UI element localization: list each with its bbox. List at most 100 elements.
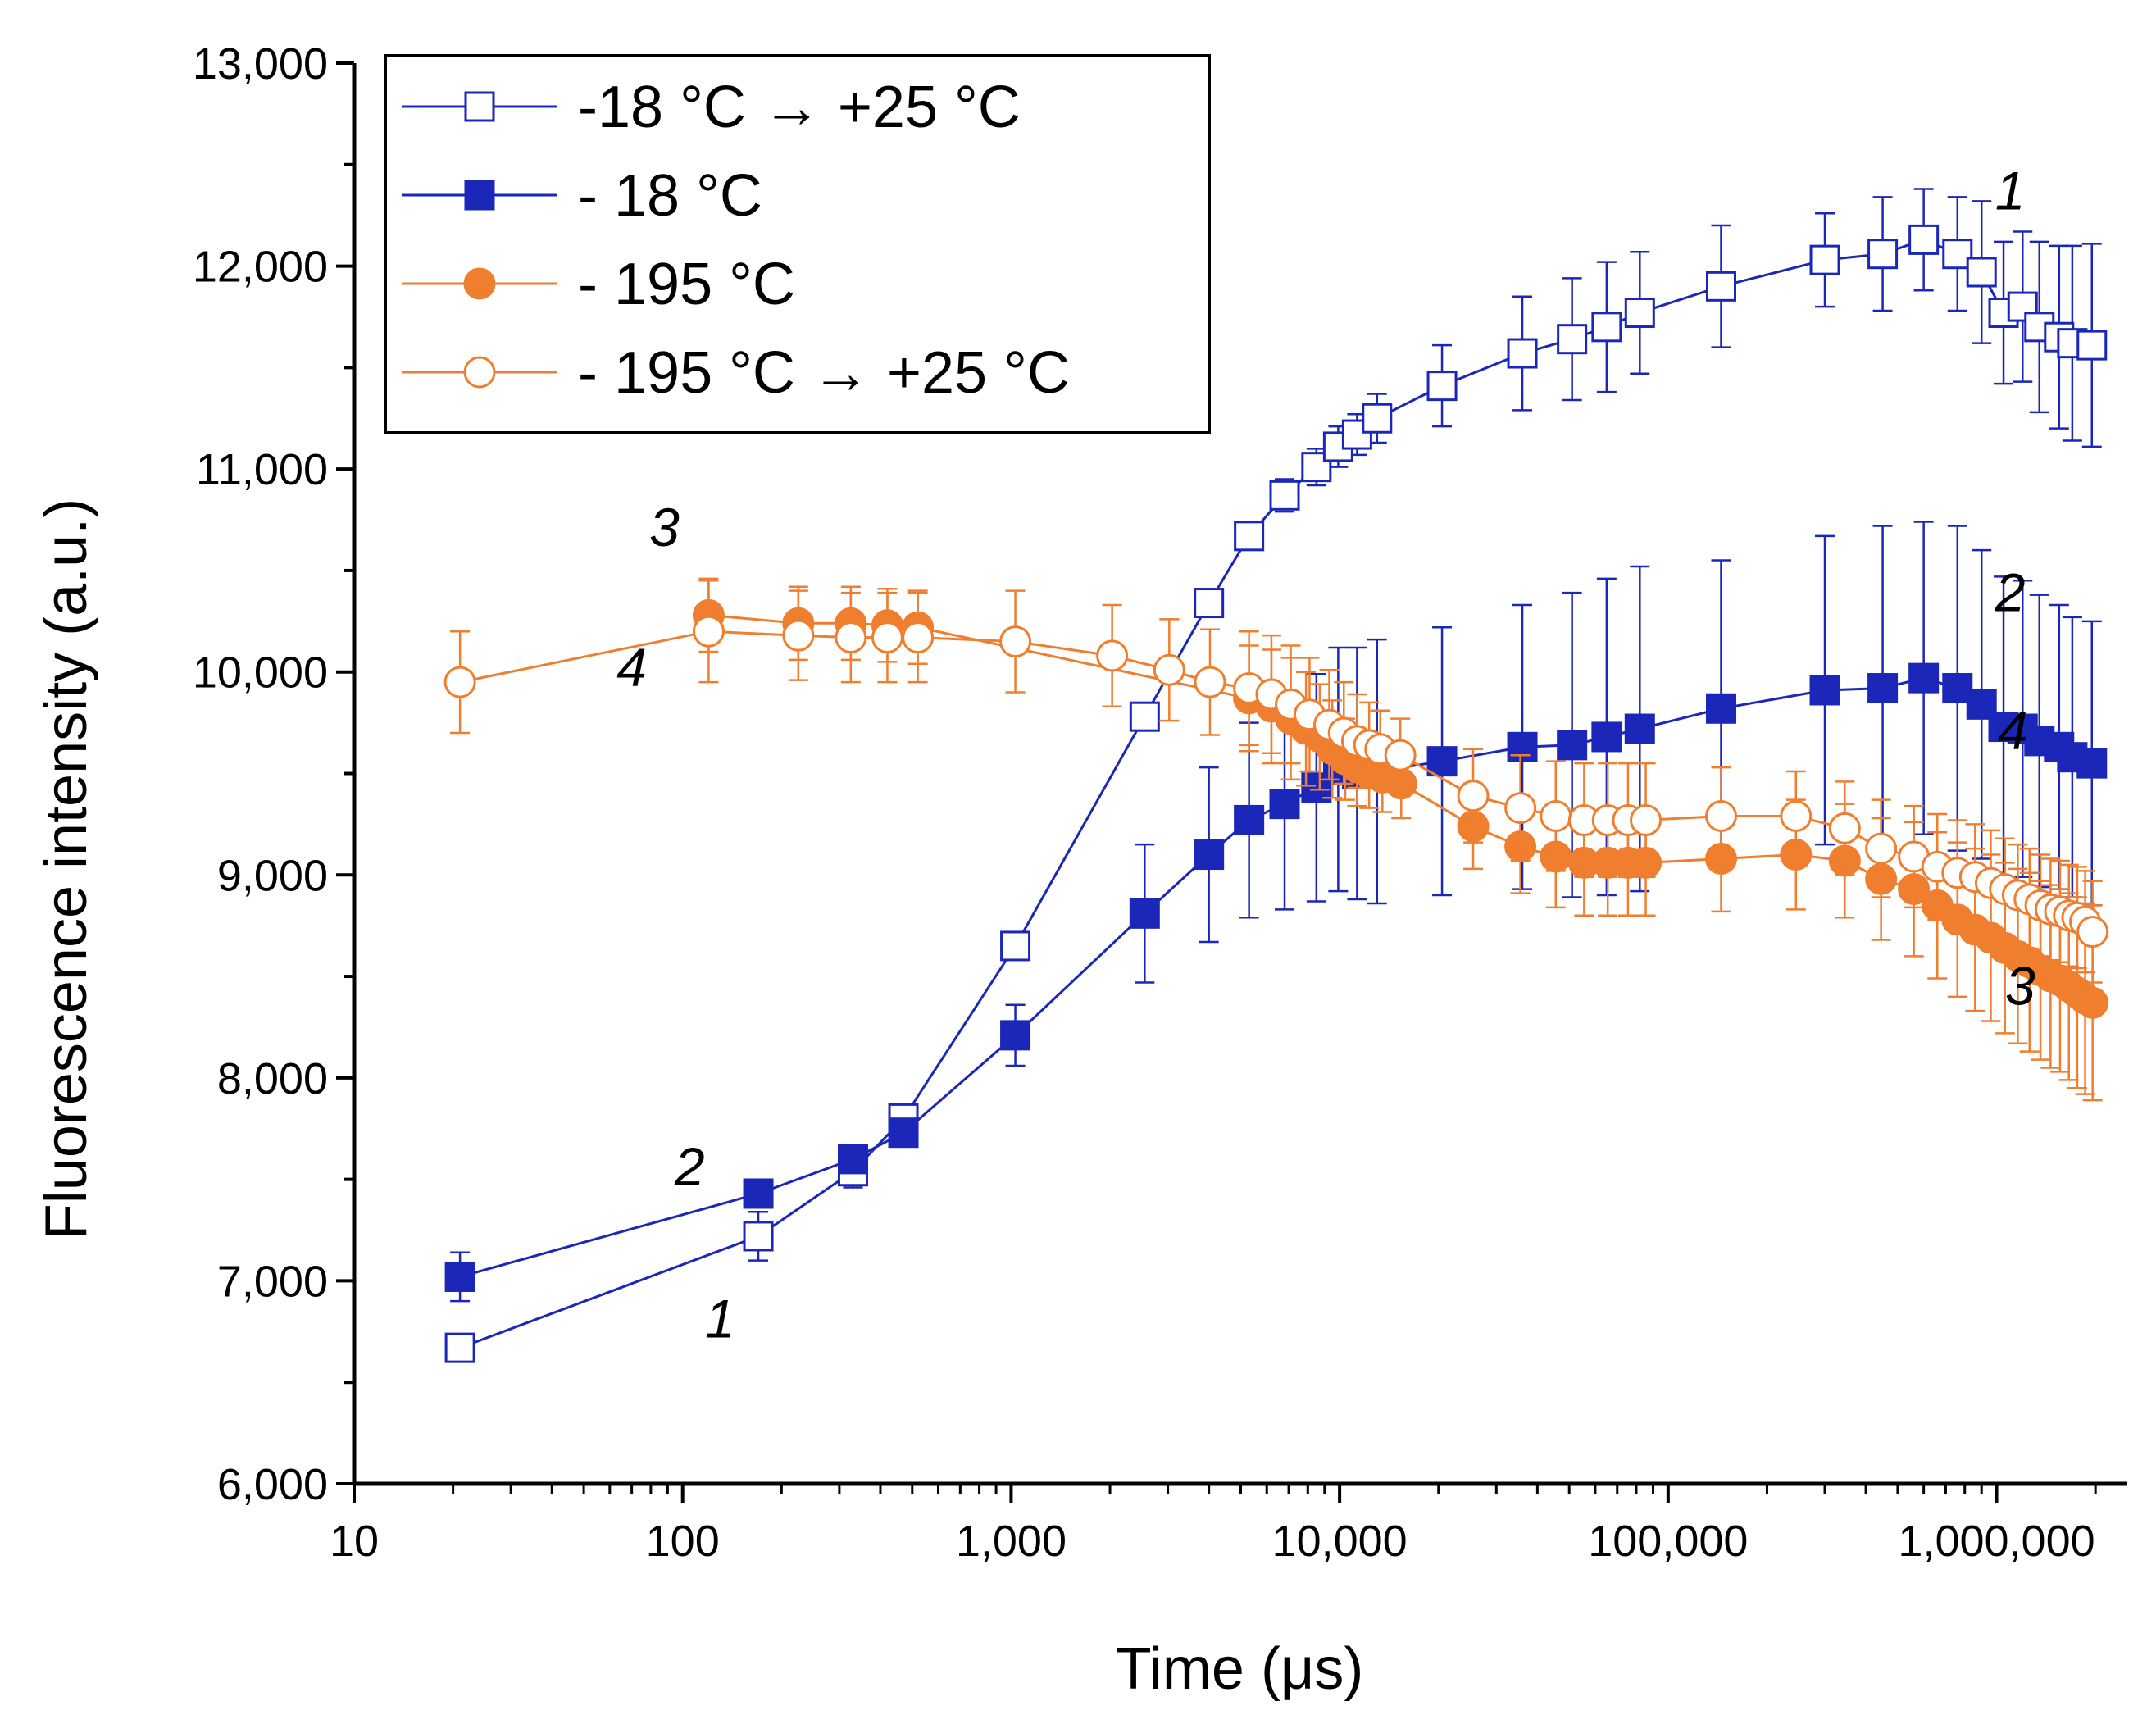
legend-item-1: -18 °C → +25 °C: [402, 75, 1021, 140]
data-point: [999, 625, 1032, 658]
axes: 10 100 1,000 10,000 100,000 1,000,000 6,000 7,…: [34, 39, 2127, 1702]
data-point: [782, 619, 815, 652]
legend-square-marker: [464, 180, 495, 211]
curve-number-label: 2: [674, 1136, 705, 1197]
series-1: [444, 188, 2108, 1363]
data-point: [1384, 739, 1417, 771]
data-point: [2076, 986, 2109, 1019]
x-tick-label: 1,000: [956, 1517, 1067, 1566]
x-tick-label: 10: [330, 1517, 379, 1566]
data-point: [1867, 673, 1899, 704]
y-tick-label: 7,000: [217, 1257, 328, 1306]
legend-square-marker: [464, 91, 495, 122]
data-point: [743, 1221, 774, 1252]
legend-circle-marker: [463, 356, 496, 389]
data-point: [1809, 675, 1840, 706]
legend-circle-marker: [463, 267, 496, 300]
data-point: [1426, 371, 1458, 402]
data-point: [2076, 916, 2109, 948]
data-point: [1557, 730, 1588, 761]
x-tick-label: 100,000: [1588, 1517, 1748, 1566]
data-point: [1704, 799, 1737, 832]
data-point: [1000, 930, 1031, 962]
y-tick-label: 10,000: [193, 648, 328, 698]
data-point: [1362, 403, 1393, 434]
legend-item-3: - 195 °C: [402, 252, 795, 317]
x-tick-label: 10,000: [1272, 1517, 1408, 1566]
data-point: [1908, 662, 1940, 694]
data-point: [1540, 799, 1572, 832]
data-point: [444, 1261, 475, 1292]
data-point: [837, 1144, 868, 1175]
data-point: [1966, 257, 1997, 288]
data-point: [1624, 298, 1655, 329]
data-point: [1269, 789, 1300, 820]
data-point: [1096, 639, 1129, 672]
data-point: [1504, 792, 1537, 825]
data-point: [1457, 780, 1490, 812]
y-tick-label: 12,000: [193, 243, 328, 292]
x-axis-title: Time (μs): [1116, 1636, 1364, 1702]
y-tick-label: 11,000: [196, 445, 328, 494]
plot-area: [443, 188, 2109, 1363]
series-3: [692, 577, 2109, 1102]
legend-label: - 18 °C: [578, 163, 762, 229]
data-point: [1194, 839, 1225, 871]
data-point: [1624, 713, 1655, 744]
data-point: [1828, 812, 1861, 844]
data-point: [1194, 588, 1225, 619]
data-point: [902, 621, 935, 654]
data-point: [871, 621, 903, 654]
legend-box: [384, 54, 1211, 434]
y-tick-label: 13,000: [193, 39, 328, 89]
legend-item-4: - 195 °C → +25 °C: [402, 340, 1070, 406]
data-point: [1780, 799, 1813, 832]
series-line: [459, 676, 2093, 1278]
data-point: [1705, 693, 1736, 724]
series-4: [443, 580, 2109, 984]
data-point: [1942, 239, 1973, 270]
data-point: [1557, 324, 1588, 355]
curve-number-label: 1: [1995, 160, 2026, 221]
legend-items: -18 °C → +25 °C - 18 °C - 195 °C - 195 °C →…: [402, 75, 1070, 406]
series-2: [444, 521, 2108, 1303]
data-point: [2076, 330, 2108, 361]
data-point: [1129, 898, 1160, 929]
x-tick-label: 100: [646, 1517, 720, 1566]
data-point: [1129, 701, 1160, 732]
curve-number-label: 4: [1998, 700, 2028, 761]
legend: -18 °C → +25 °C - 18 °C - 195 °C - 195 °C →…: [384, 54, 1211, 434]
data-point: [1630, 803, 1662, 836]
y-axis-title: Fluorescence intensity (a.u.): [34, 498, 99, 1240]
y-ticks: 6,000 7,000 8,000 9,000 10,000 11,000 12,000 13…: [193, 39, 354, 1509]
data-point: [1507, 731, 1538, 762]
data-point: [1908, 224, 1940, 255]
data-point: [1426, 746, 1458, 777]
data-point: [1234, 804, 1265, 835]
data-point: [443, 666, 476, 698]
y-tick-label: 8,000: [217, 1054, 328, 1103]
data-point: [1809, 244, 1840, 275]
data-point: [444, 1332, 475, 1363]
data-point: [1705, 271, 1736, 302]
legend-label: - 195 °C: [578, 252, 795, 317]
data-point: [888, 1117, 919, 1149]
data-point: [692, 615, 725, 648]
curve-number-label: 1: [705, 1289, 735, 1349]
data-point: [1269, 480, 1300, 511]
curve-number-label: 4: [616, 637, 647, 698]
data-point: [743, 1178, 774, 1209]
curve-labels: 1 1 2 2 3 3 4 4: [616, 160, 2035, 1349]
data-point: [2076, 748, 2108, 779]
curve-number-label: 3: [2005, 956, 2035, 1017]
data-point: [1591, 721, 1622, 753]
legend-label: -18 °C → +25 °C: [578, 75, 1021, 140]
y-tick-label: 6,000: [217, 1460, 328, 1509]
x-tick-label: 1,000,000: [1898, 1517, 2095, 1566]
legend-label: - 195 °C → +25 °C: [578, 340, 1070, 406]
curve-number-label: 3: [649, 497, 680, 557]
x-ticks: 10 100 1,000 10,000 100,000 1,000,000: [330, 1484, 2097, 1566]
data-point: [1865, 832, 1898, 865]
data-point: [1153, 653, 1185, 686]
